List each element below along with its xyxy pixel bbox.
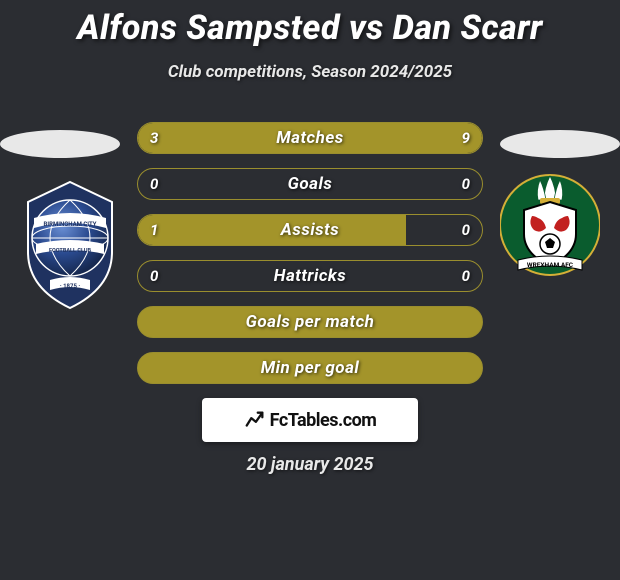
club-crest-left: BIRMINGHAM CITY FOOTBALL CLUB · 1875 ·	[20, 180, 120, 310]
ellipse-shadow-left	[0, 130, 120, 158]
source-badge-text: FcTables.com	[270, 410, 377, 431]
bar-value-left: 0	[150, 169, 158, 199]
stat-bar-goals: Goals0 0	[137, 168, 483, 200]
bar-value-right: 0	[462, 261, 470, 291]
bar-label: Goals	[138, 169, 482, 199]
svg-text:FOOTBALL CLUB: FOOTBALL CLUB	[49, 248, 91, 254]
stat-bar-goals-per-match: Goals per match	[137, 306, 483, 338]
bar-label: Goals per match	[138, 307, 482, 337]
stat-bar-assists: Assists1 0	[137, 214, 483, 246]
chart-icon	[244, 409, 266, 431]
bar-value-left: 0	[150, 261, 158, 291]
snapshot-date: 20 january 2025	[0, 454, 620, 475]
stat-bar-hattricks: Hattricks0 0	[137, 260, 483, 292]
bar-label: Matches	[138, 123, 482, 153]
ellipse-shadow-right	[500, 130, 620, 158]
stat-bar-min-per-goal: Min per goal	[137, 352, 483, 384]
svg-text:BIRMINGHAM CITY: BIRMINGHAM CITY	[44, 221, 97, 228]
bar-value-right: 0	[462, 215, 470, 245]
comparison-title: Alfons Sampsted vs Dan Scarr	[0, 0, 620, 48]
club-crest-right: WREXHAM AFC	[500, 170, 600, 280]
source-badge: FcTables.com	[202, 398, 418, 442]
svg-text:· 1875 ·: · 1875 ·	[60, 283, 81, 290]
bar-value-right: 0	[462, 169, 470, 199]
bar-value-left: 3	[150, 123, 158, 153]
bar-value-left: 1	[150, 215, 158, 245]
bar-label: Hattricks	[138, 261, 482, 291]
bar-label: Assists	[138, 215, 482, 245]
svg-text:WREXHAM AFC: WREXHAM AFC	[527, 261, 574, 269]
bar-label: Min per goal	[138, 353, 482, 383]
stat-bar-matches: Matches3 9	[137, 122, 483, 154]
comparison-subtitle: Club competitions, Season 2024/2025	[0, 62, 620, 82]
comparison-bars: Matches39Goals00Assists10Hattricks00Goal…	[137, 122, 483, 398]
bar-value-right: 9	[462, 123, 470, 153]
